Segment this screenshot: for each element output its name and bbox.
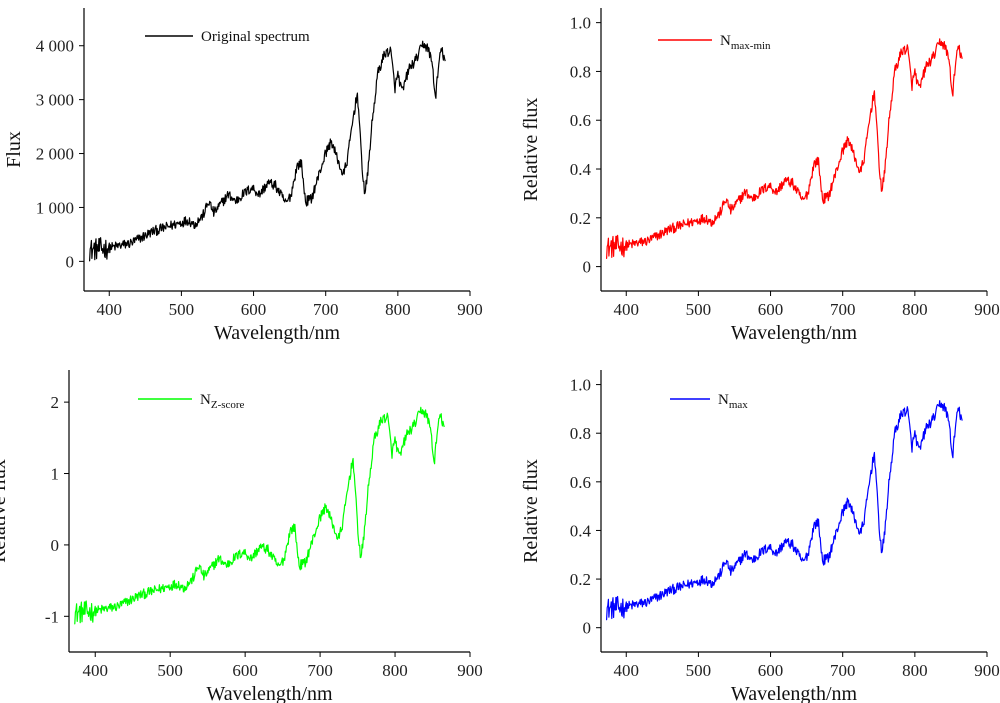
x-tick-label: 600	[232, 661, 258, 680]
y-tick-label: -1	[45, 607, 59, 626]
y-axis-label: Flux	[3, 131, 25, 168]
x-tick-label: 700	[313, 300, 339, 319]
y-tick-label: 0.6	[570, 111, 591, 130]
x-axis-label: Wavelength/nm	[731, 322, 858, 344]
chart-panel-4: 400 500 600 700 800 900 0 0.2 0.4 0.6 0.8 1.0 Wavele…	[520, 370, 1000, 703]
y-tick-label: 0.8	[570, 424, 591, 443]
y-tick-label: 1 000	[36, 198, 74, 217]
y-axis-label: Relative flux	[520, 459, 542, 563]
y-tick-label: 0.4	[570, 521, 592, 540]
legend-label: Nmax	[718, 392, 748, 411]
x-tick-label: 800	[902, 661, 928, 680]
x-axis-label: Wavelength/nm	[731, 683, 858, 703]
legend-label: Original spectrum	[201, 29, 310, 45]
x-tick-label: 600	[241, 300, 267, 319]
x-axis-label: Wavelength/nm	[214, 322, 341, 344]
y-tick-label: 2 000	[36, 145, 74, 164]
x-tick-label: 600	[758, 661, 784, 680]
chart-panel-1: 400 500 600 700 800 900 0 1 000 2 000 3 000 4 000 W…	[3, 8, 483, 344]
x-tick-label: 800	[902, 300, 928, 319]
y-tick-label: 3 000	[36, 91, 74, 110]
legend-label: NZ-score	[200, 392, 245, 411]
x-tick-label: 400	[97, 300, 123, 319]
spectrum-line	[74, 406, 445, 625]
y-tick-label: 0	[66, 252, 75, 271]
y-tick-label: 1	[51, 465, 60, 484]
y-tick-label: 0	[583, 258, 592, 277]
y-tick-label: 2	[51, 393, 60, 412]
x-tick-label: 500	[686, 661, 712, 680]
x-tick-label: 900	[457, 661, 483, 680]
x-tick-label: 400	[614, 661, 640, 680]
x-tick-label: 500	[169, 300, 195, 319]
x-tick-label: 900	[974, 661, 1000, 680]
x-tick-label: 700	[307, 661, 333, 680]
x-tick-label: 800	[382, 661, 408, 680]
x-tick-label: 700	[830, 661, 856, 680]
legend-label: Nmax-min	[720, 33, 771, 52]
y-tick-label: 0	[51, 536, 60, 555]
x-tick-label: 700	[830, 300, 856, 319]
x-tick-label: 400	[82, 661, 108, 680]
y-axis-label: Relative flux	[520, 98, 542, 202]
x-tick-label: 500	[686, 300, 712, 319]
x-tick-label: 900	[974, 300, 1000, 319]
x-tick-label: 400	[614, 300, 640, 319]
x-tick-label: 800	[385, 300, 411, 319]
x-tick-label: 500	[157, 661, 183, 680]
y-tick-label: 0.6	[570, 473, 591, 492]
spectrum-line	[88, 40, 446, 262]
y-tick-label: 4 000	[36, 37, 74, 56]
y-tick-label: 1.0	[570, 376, 591, 395]
y-tick-label: 0.2	[570, 209, 591, 228]
x-tick-label: 600	[758, 300, 784, 319]
x-axis-label: Wavelength/nm	[206, 683, 333, 703]
chart-panel-3: 400 500 600 700 800 900 -1 0 1 2 Wavelength/nm Rela…	[0, 370, 483, 703]
spectrum-line	[606, 38, 963, 259]
y-axis-label: Relative flux	[0, 459, 10, 563]
y-tick-label: 0.4	[570, 160, 592, 179]
spectrum-line	[605, 400, 963, 621]
y-tick-label: 0	[583, 619, 592, 638]
chart-panel-2: 400 500 600 700 800 900 0 0.2 0.4 0.6 0.8 1.0 Wavele…	[520, 8, 1000, 344]
x-tick-label: 900	[457, 300, 483, 319]
y-tick-label: 0.8	[570, 62, 591, 81]
y-tick-label: 1.0	[570, 14, 591, 33]
y-tick-label: 0.2	[570, 570, 591, 589]
